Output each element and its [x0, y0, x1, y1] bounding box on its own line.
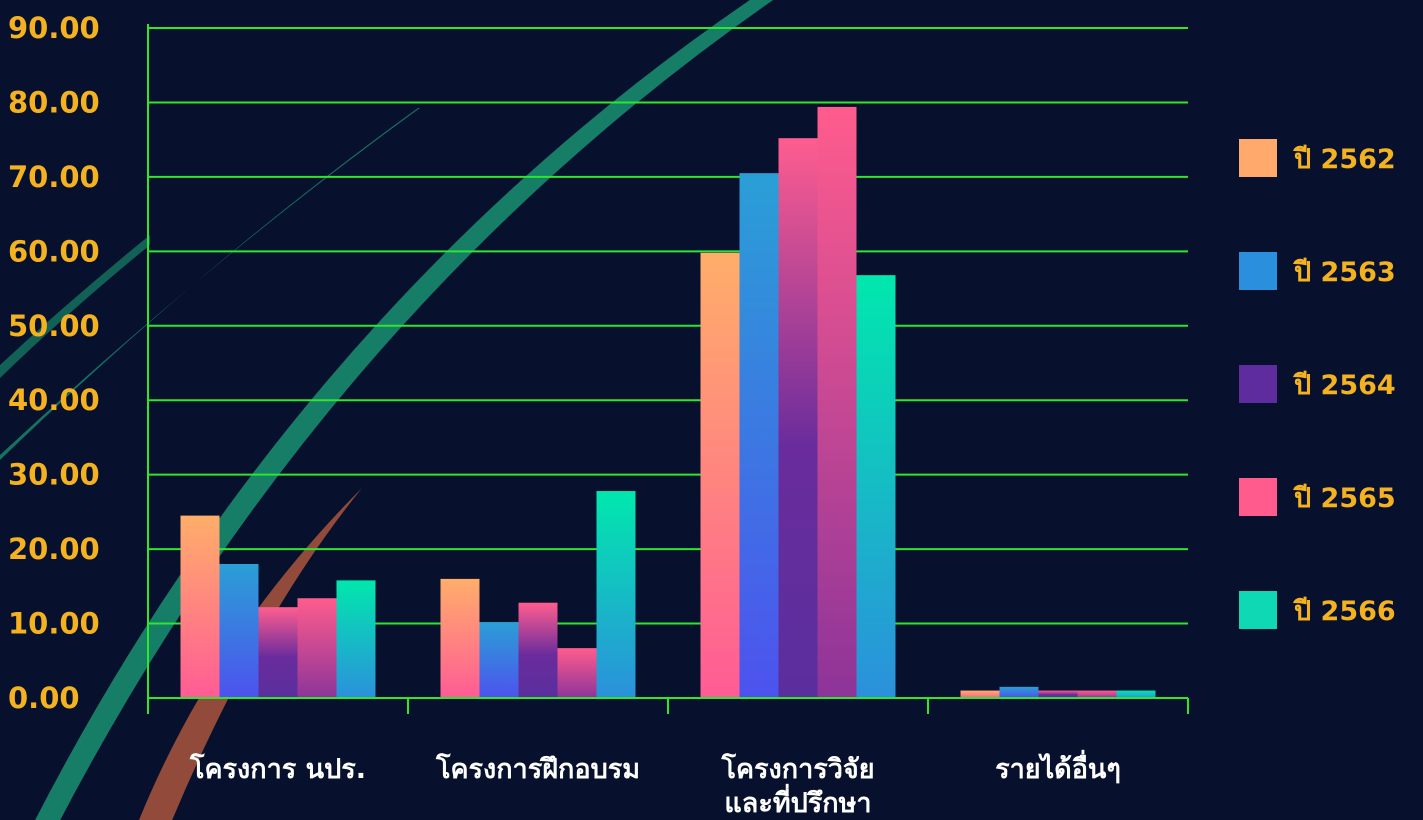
legend-label: ปี 2563 [1293, 257, 1396, 288]
legend-label: ปี 2562 [1293, 144, 1396, 175]
bar [297, 598, 337, 698]
legend-swatch [1239, 252, 1277, 290]
bar [219, 564, 259, 698]
y-tick-label: 0.00 [8, 681, 80, 715]
bar [336, 580, 376, 698]
y-tick-label: 90.00 [8, 11, 100, 45]
bar [258, 607, 298, 698]
bar [1077, 690, 1117, 698]
category-label: โครงการฝึกอบรม [435, 752, 640, 785]
y-tick-label: 20.00 [8, 532, 100, 566]
bar [960, 690, 1000, 698]
y-tick-label: 80.00 [8, 85, 100, 119]
bar [999, 686, 1039, 698]
bar [557, 648, 597, 698]
bar [700, 252, 740, 699]
y-tick-label: 30.00 [8, 458, 100, 492]
bar [739, 173, 779, 698]
bar [778, 138, 818, 698]
legend-swatch [1239, 139, 1277, 177]
bar-layer [180, 106, 1156, 699]
bar [1116, 690, 1156, 698]
label-layer: 0.00 10.00 20.00 30.00 40.00 50.00 60.00 70.00 8… [8, 11, 1121, 819]
legend-swatch [1239, 478, 1277, 516]
legend-swatch [1239, 365, 1277, 403]
category-label: รายได้อื่นๆ [995, 749, 1121, 785]
bar [856, 275, 896, 698]
category-label: และที่ปรึกษา [724, 783, 871, 819]
y-tick-label: 10.00 [8, 607, 100, 641]
legend: ปี 2562 ปี 2563 ปี 2564 ปี 2565 ปี 2566 [1239, 139, 1396, 629]
y-tick-label: 70.00 [8, 160, 100, 194]
category-label: โครงการ นปร. [189, 752, 366, 785]
legend-label: ปี 2564 [1293, 370, 1396, 401]
category-label: โครงการวิจัย [720, 752, 874, 785]
axis-layer [147, 24, 1189, 714]
bar [479, 622, 519, 698]
grid-layer [148, 27, 1188, 625]
bar [1038, 690, 1078, 698]
bar [817, 106, 857, 698]
y-tick-label: 50.00 [8, 309, 100, 343]
bar [518, 602, 558, 698]
green-arc-left [0, 235, 150, 378]
bar [440, 578, 480, 698]
legend-label: ปี 2566 [1293, 596, 1396, 627]
legend-swatch [1239, 591, 1277, 629]
y-tick-label: 40.00 [8, 383, 100, 417]
y-tick-label: 60.00 [8, 234, 100, 268]
legend-label: ปี 2565 [1293, 483, 1396, 514]
bar [180, 515, 220, 698]
bar [596, 491, 636, 698]
